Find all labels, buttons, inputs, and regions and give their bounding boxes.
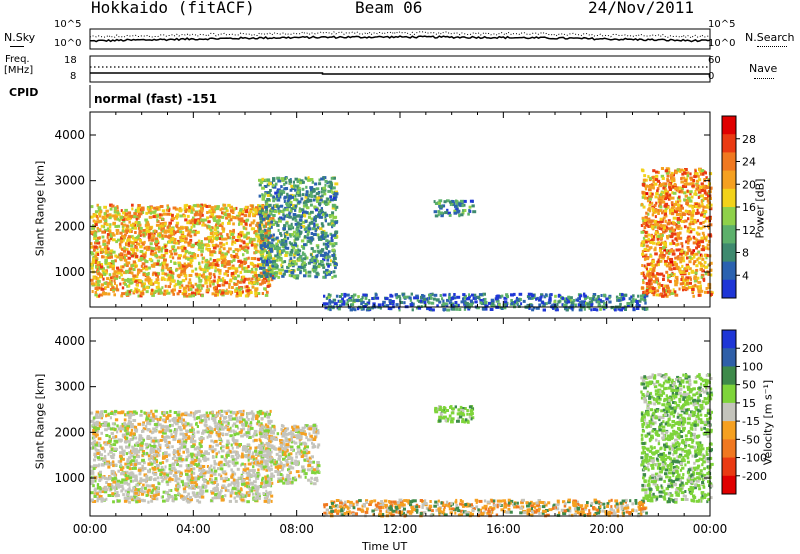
freq-unit-label: [MHz] [4, 65, 34, 76]
x-tick-label-6: 00:00 [693, 522, 728, 536]
colorbar-swatch [722, 330, 736, 349]
freq-tick-high: 18 [64, 55, 77, 66]
cpid-value: normal (fast) -151 [94, 92, 217, 106]
colorbar-tick-label: 4 [742, 269, 749, 282]
colorbar-tick-label: 100 [742, 360, 763, 373]
nave-label: Nave [749, 62, 778, 75]
noise-panel-frame [89, 28, 711, 50]
colorbar-tick-label: 8 [742, 247, 749, 260]
y-tick-label-1000: 1000 [54, 471, 85, 485]
colorbar-swatch [722, 475, 736, 495]
colorbar-tick-label: 200 [742, 342, 763, 355]
colorbar-tick-label: -50 [742, 433, 760, 446]
x-tick-label-0: 00:00 [73, 522, 108, 536]
colorbar-swatch [722, 225, 736, 244]
colorbar-swatch [722, 116, 736, 135]
colorbar-swatch [722, 348, 736, 367]
colorbar-swatch [722, 457, 736, 477]
noise-tick-left-high: 10^5 [54, 19, 82, 30]
n-search-line [89, 30, 711, 39]
x-tick-label-2: 08:00 [279, 522, 314, 536]
n-search-legend-line [757, 46, 787, 47]
freq-line [90, 72, 710, 75]
n-sky-line [90, 35, 711, 43]
colorbar-swatch [722, 152, 736, 172]
station-title: Hokkaido (fitACF) [91, 0, 255, 17]
colorbar-tick-label: 16 [742, 201, 756, 214]
nave-tick-low: 0 [708, 71, 715, 82]
colorbar-swatch [722, 279, 736, 299]
x-tick-label-3: 12:00 [383, 522, 418, 536]
cpid-label: CPID [9, 86, 39, 99]
colorbar-swatch [722, 366, 736, 386]
colorbar-tick-label: -200 [742, 470, 767, 483]
colorbar-swatch [722, 421, 736, 440]
colorbar-tick-label: -100 [742, 452, 767, 465]
colorbar-swatch [722, 261, 736, 281]
colorbar-swatch [722, 402, 736, 422]
colorbar-tick-label: 20 [742, 178, 756, 191]
colorbar-tick-label: 24 [742, 156, 756, 169]
nave-legend-line [754, 78, 774, 79]
echo-region-arc-0800 [258, 176, 339, 280]
x-tick-label-1: 04:00 [176, 522, 211, 536]
echo-region-patch-1300 [433, 199, 477, 218]
colorbar-tick-label: 15 [742, 397, 756, 410]
freq-panel-frame [89, 55, 711, 83]
n-search-label: N.Search [745, 31, 795, 44]
panel-bg [90, 112, 710, 307]
y-tick-label-4000: 4000 [54, 128, 85, 142]
y-tick-label-2000: 2000 [54, 219, 85, 233]
echo-region-morning-east [640, 167, 714, 298]
x-tick-label-4: 16:00 [486, 522, 521, 536]
y-tick-label-4000: 4000 [54, 334, 85, 348]
colorbar-swatch [722, 243, 736, 263]
colorbar-frame [721, 329, 737, 495]
y-tick-label-3000: 3000 [54, 380, 85, 394]
echo-region-near-range-scatter [322, 292, 649, 312]
colorbar-tick-label: 12 [742, 224, 756, 237]
n-sky-legend-line [10, 46, 24, 47]
colorbar-swatch [722, 188, 736, 208]
y-tick-label-3000: 3000 [54, 174, 85, 188]
echo-region-arc-0800 [258, 423, 321, 486]
x-axis-title: Time UT [362, 540, 408, 553]
colorbar-tick-label: -15 [742, 415, 760, 428]
colorbar-swatch [722, 134, 736, 153]
echo-region-patch-1300 [434, 405, 475, 424]
echo-region-morning-east [640, 373, 714, 504]
freq-label: Freq. [5, 54, 30, 65]
colorbar-swatch [722, 439, 736, 459]
beam-title: Beam 06 [355, 0, 423, 17]
colorbar-tick-label: 28 [742, 133, 756, 146]
date-title: 24/Nov/2011 [588, 0, 694, 17]
noise-tick-left-low: 10^0 [54, 38, 82, 49]
colorbar-swatch [722, 207, 736, 226]
y-tick-label-1000: 1000 [54, 265, 85, 279]
x-tick-label-5: 20:00 [589, 522, 624, 536]
colorbar-swatch [722, 170, 736, 190]
echo-region-evening-west [90, 203, 275, 298]
n-sky-label: N.Sky [4, 31, 36, 44]
echo-region-evening-west [90, 409, 275, 504]
colorbar-swatch [722, 384, 736, 404]
noise-tick-right-high: 10^5 [708, 19, 736, 30]
freq-tick-low: 8 [70, 71, 77, 82]
echo-region-near-range-scatter [323, 498, 648, 518]
noise-tick-right-low: 10^0 [708, 38, 736, 49]
y-tick-label-2000: 2000 [54, 425, 85, 439]
nave-tick-high: 60 [708, 55, 721, 66]
colorbar-tick-label: 50 [742, 379, 756, 392]
